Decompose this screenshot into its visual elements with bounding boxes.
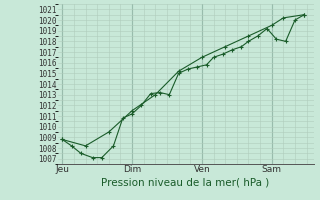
X-axis label: Pression niveau de la mer( hPa ): Pression niveau de la mer( hPa ): [101, 177, 270, 187]
